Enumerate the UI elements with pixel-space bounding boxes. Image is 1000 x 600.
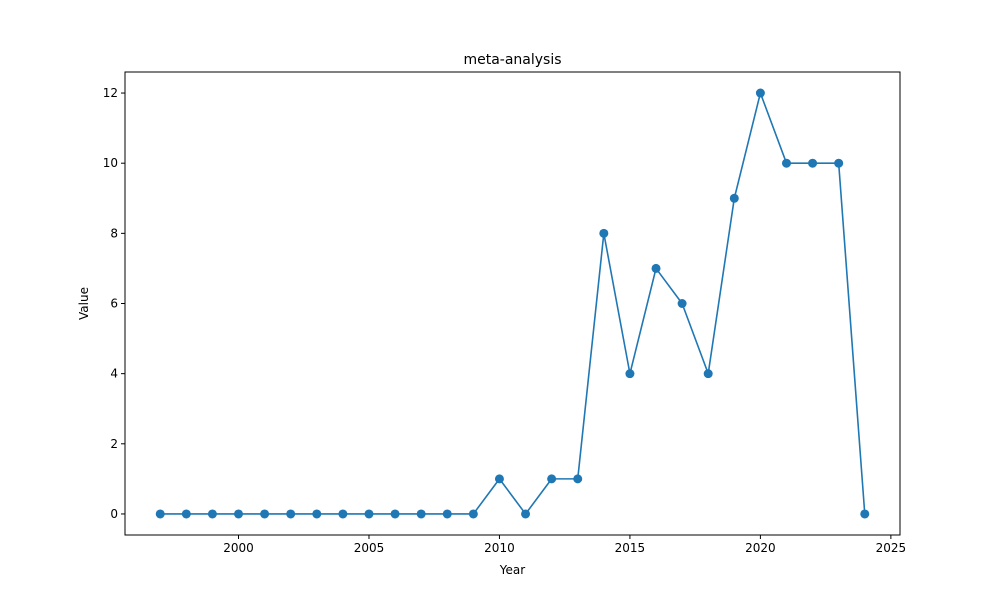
data-point (155, 509, 165, 519)
plot-area (155, 88, 870, 519)
x-tick-label: 2025 (876, 541, 907, 555)
data-point (364, 509, 374, 519)
data-point (416, 509, 426, 519)
y-tick-label: 0 (110, 507, 118, 521)
x-tick-label: 2010 (484, 541, 515, 555)
x-axis: 2000 2005 2010 2015 2020 2025 (223, 535, 906, 555)
data-point (651, 263, 661, 273)
data-point (286, 509, 296, 519)
data-point (729, 193, 739, 203)
y-tick-label: 10 (103, 156, 118, 170)
chart-title: meta-analysis (463, 52, 561, 68)
data-point (755, 88, 765, 98)
data-point (181, 509, 191, 519)
x-tick-label: 2000 (223, 541, 254, 555)
data-point (860, 509, 870, 519)
data-point (234, 509, 244, 519)
data-point (781, 158, 791, 168)
y-axis: 0 2 4 6 8 10 12 (103, 86, 125, 521)
x-tick-label: 2020 (745, 541, 776, 555)
x-axis-label: Year (499, 563, 525, 577)
data-point (808, 158, 818, 168)
y-axis-label: Value (77, 287, 91, 320)
data-point (625, 369, 635, 379)
y-tick-label: 12 (103, 86, 118, 100)
data-point (207, 509, 217, 519)
x-tick-label: 2015 (615, 541, 646, 555)
x-tick-label: 2005 (354, 541, 385, 555)
data-point (521, 509, 531, 519)
data-point (442, 509, 452, 519)
data-point (573, 474, 583, 484)
data-point (390, 509, 400, 519)
data-point (312, 509, 322, 519)
data-point (547, 474, 557, 484)
y-tick-label: 8 (110, 226, 118, 240)
data-point (468, 509, 478, 519)
data-point (599, 228, 609, 238)
y-tick-label: 6 (110, 297, 118, 311)
data-point (338, 509, 348, 519)
series-line (160, 92, 866, 515)
data-point (677, 299, 687, 308)
data-point (494, 474, 504, 484)
data-point (834, 158, 844, 168)
data-point (260, 509, 270, 519)
y-tick-label: 2 (110, 437, 118, 451)
data-point (703, 369, 713, 379)
y-tick-label: 4 (110, 367, 118, 381)
